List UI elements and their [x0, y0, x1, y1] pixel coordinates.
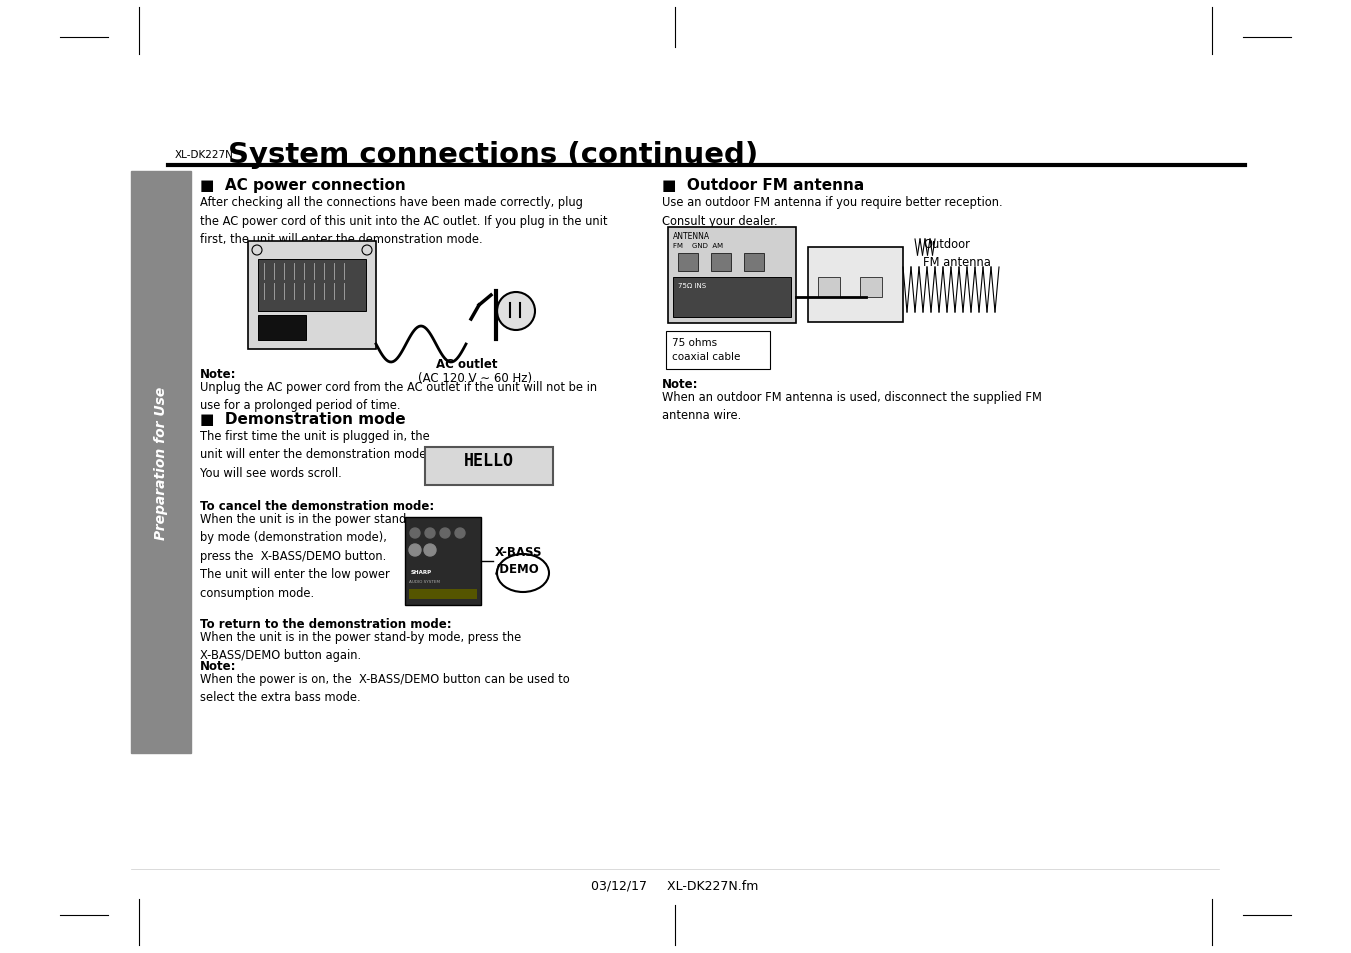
Bar [711, 253, 731, 272]
Text: When an outdoor FM antenna is used, disconnect the supplied FM
antenna wire.: When an outdoor FM antenna is used, disc… [662, 391, 1042, 422]
Text: ■  Outdoor FM antenna: ■ Outdoor FM antenna [662, 178, 865, 193]
Circle shape [455, 529, 465, 538]
Text: ANTENNA: ANTENNA [673, 232, 711, 241]
Text: To return to the demonstration mode:: To return to the demonstration mode: [200, 618, 451, 630]
Bar [678, 253, 698, 272]
Text: XL-DK227N: XL-DK227N [176, 150, 234, 160]
Text: The first time the unit is plugged in, the
unit will enter the demonstration mod: The first time the unit is plugged in, t… [200, 430, 430, 479]
Bar [409, 589, 477, 599]
Text: (AC 120 V ∼ 60 Hz): (AC 120 V ∼ 60 Hz) [417, 372, 532, 385]
Text: Unplug the AC power cord from the AC outlet if the unit will not be in
use for a: Unplug the AC power cord from the AC out… [200, 380, 597, 412]
Circle shape [409, 529, 420, 538]
Text: FM    GND  AM: FM GND AM [673, 243, 723, 249]
Text: X-BASS
/DEMO: X-BASS /DEMO [494, 545, 543, 576]
Circle shape [426, 529, 435, 538]
Text: 03/12/17     XL-DK227N.fm: 03/12/17 XL-DK227N.fm [592, 879, 759, 892]
Text: System connections (continued): System connections (continued) [228, 141, 758, 169]
Text: Note:: Note: [200, 368, 236, 380]
Circle shape [440, 529, 450, 538]
Bar [405, 517, 481, 605]
Bar [258, 315, 305, 340]
Text: 75 ohms
coaxial cable: 75 ohms coaxial cable [671, 337, 740, 361]
Circle shape [409, 544, 422, 557]
Text: 75Ω INS: 75Ω INS [678, 283, 707, 289]
Bar [817, 277, 840, 297]
Text: AUDIO SYSTEM: AUDIO SYSTEM [409, 579, 440, 583]
Bar [249, 242, 376, 350]
Text: To cancel the demonstration mode:: To cancel the demonstration mode: [200, 499, 434, 513]
Text: 12: 12 [168, 711, 190, 729]
Text: AC outlet: AC outlet [436, 357, 497, 371]
Bar [258, 260, 366, 312]
Text: HELLO: HELLO [463, 452, 513, 470]
Text: Preparation for Use: Preparation for Use [154, 386, 168, 539]
Text: Use an outdoor FM antenna if you require better reception.
Consult your dealer.: Use an outdoor FM antenna if you require… [662, 195, 1002, 227]
Text: Outdoor
FM antenna: Outdoor FM antenna [923, 237, 990, 268]
Text: When the unit is in the power stand-
by mode (demonstration mode),
press the  X-: When the unit is in the power stand- by … [200, 513, 411, 599]
Bar [744, 253, 765, 272]
Circle shape [497, 293, 535, 331]
Text: After checking all the connections have been made correctly, plug
the AC power c: After checking all the connections have … [200, 195, 608, 246]
Text: ■  AC power connection: ■ AC power connection [200, 178, 405, 193]
Circle shape [424, 544, 436, 557]
Bar [673, 277, 790, 317]
Text: When the unit is in the power stand-by mode, press the
X-BASS/DEMO button again.: When the unit is in the power stand-by m… [200, 630, 521, 661]
Text: Note:: Note: [200, 659, 236, 672]
Text: SHARP: SHARP [411, 569, 432, 575]
Bar [667, 228, 796, 324]
Bar [808, 248, 902, 323]
Text: ■  Demonstration mode: ■ Demonstration mode [200, 412, 405, 427]
Bar [861, 277, 882, 297]
Text: When the power is on, the  X-BASS/DEMO button can be used to
select the extra ba: When the power is on, the X-BASS/DEMO bu… [200, 672, 570, 703]
Bar [131, 172, 190, 753]
Text: Note:: Note: [662, 377, 698, 391]
Bar [426, 448, 553, 485]
